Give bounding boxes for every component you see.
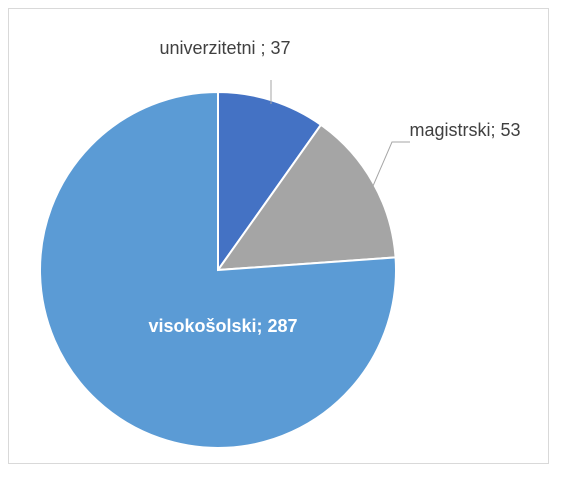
data-label: magistrski; 53 bbox=[409, 120, 521, 140]
pie-slice bbox=[39, 90, 397, 449]
leader-line bbox=[372, 141, 410, 187]
chart-frame bbox=[8, 8, 549, 464]
data-label: univerzitetni ; 37 bbox=[159, 38, 291, 58]
pie-slice bbox=[217, 90, 323, 274]
data-label: visokošolski; 287 bbox=[148, 316, 298, 336]
pie-slice bbox=[215, 123, 397, 272]
